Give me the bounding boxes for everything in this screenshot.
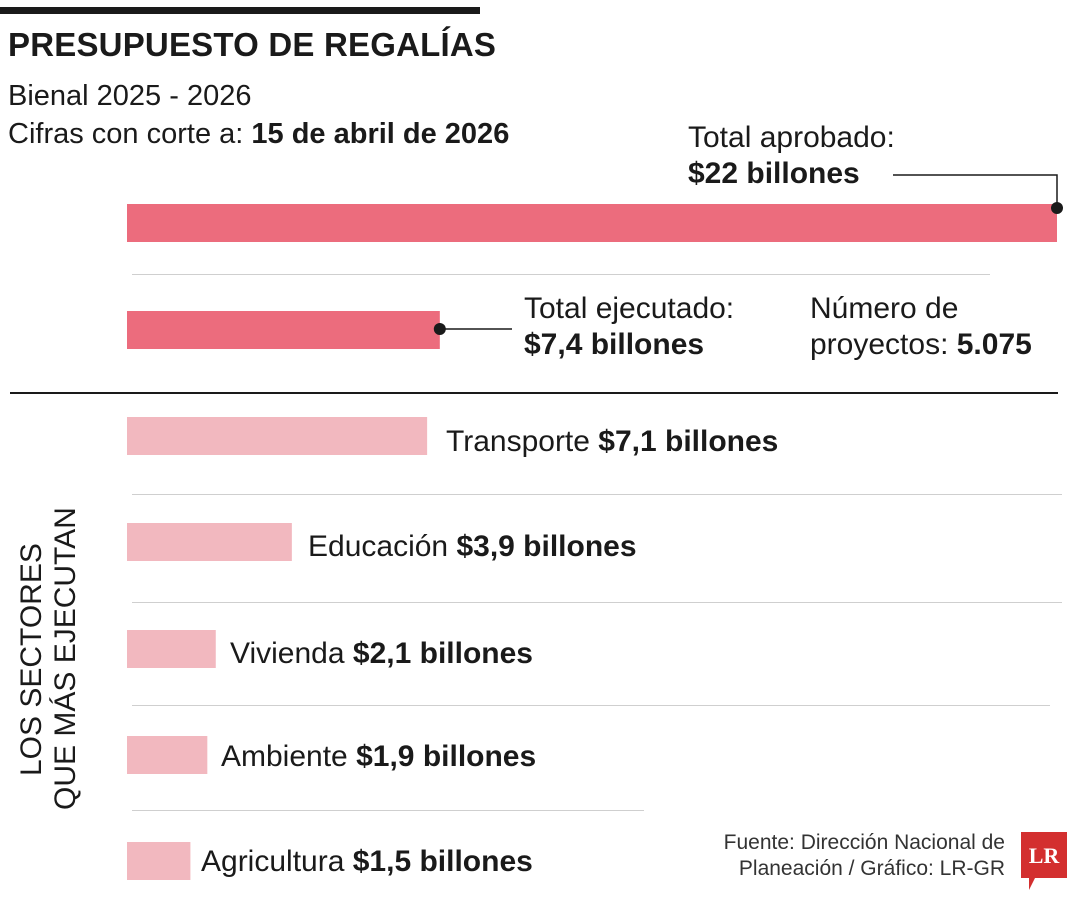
approved-marker-dot [1051, 202, 1063, 214]
sector-bar-educación [127, 523, 292, 561]
sector-name: Transporte [446, 425, 590, 458]
total-executed-title: Total ejecutado: [524, 292, 735, 325]
separator [132, 810, 644, 811]
sector-label-educacion: Educación $3,9 billones [308, 529, 637, 565]
total-approved-value: $22 billones [688, 157, 860, 190]
separator [132, 602, 1062, 603]
sector-bar-vivienda [127, 630, 216, 668]
header-top-rule [0, 7, 480, 14]
projects-count-value: 5.075 [956, 328, 1032, 361]
source-line1: Fuente: Dirección Nacional de [723, 831, 1005, 854]
total-approved-title: Total aprobado: [688, 121, 895, 154]
sector-name: Agricultura [201, 845, 345, 878]
total-approved-bar [127, 204, 1057, 242]
sector-value: $1,5 billones [352, 845, 533, 878]
sector-name: Ambiente [221, 740, 348, 773]
sector-name: Educación [308, 530, 449, 563]
source-note: Fuente: Dirección Nacional de Planeación… [700, 830, 1005, 882]
sectors-section-title: LOS SECTORES QUE MÁS EJECUTAN [15, 507, 85, 810]
sector-label-ambiente: Ambiente $1,9 billones [221, 739, 536, 775]
total-executed-bar [127, 311, 440, 349]
sector-name: Vivienda [230, 637, 345, 670]
total-executed-value: $7,4 billones [524, 328, 705, 361]
lr-logo: LR [1021, 832, 1067, 890]
projects-label-line1: Número de [810, 292, 959, 325]
separator [132, 705, 1050, 706]
sector-value: $3,9 billones [456, 530, 637, 563]
sectors-title-line1: LOS SECTORES [15, 543, 48, 777]
cutoff-date-line: Cifras con corte a: 15 de abril de 2026 [8, 118, 509, 151]
sector-value: $1,9 billones [356, 740, 537, 773]
sector-bar-agricultura [127, 842, 191, 880]
section-divider [10, 392, 1058, 394]
sector-value: $2,1 billones [352, 637, 533, 670]
sector-bar-ambiente [127, 736, 208, 774]
source-line2: Planeación / Gráfico: LR-GR [738, 857, 1005, 880]
separator [132, 494, 1062, 495]
sector-label-vivienda: Vivienda $2,1 billones [230, 636, 533, 672]
approved-leader-line [893, 174, 1058, 208]
separator [132, 274, 990, 275]
sector-label-transporte: Transporte $7,1 billones [446, 424, 778, 460]
projects-label-line2: proyectos: [810, 328, 949, 361]
projects-count-label: Número de proyectos: 5.075 [810, 291, 1032, 363]
total-executed-label: Total ejecutado: $7,4 billones [524, 291, 734, 363]
logo-badge-shape [1021, 832, 1067, 890]
total-approved-label: Total aprobado: $22 billones [688, 120, 895, 192]
sector-bar-transporte [127, 417, 428, 455]
page-subtitle: Bienal 2025 - 2026 [8, 80, 252, 112]
sector-label-agricultura: Agricultura $1,5 billones [201, 844, 533, 880]
cutoff-prefix: Cifras con corte a: [8, 118, 244, 150]
page-title: PRESUPUESTO DE REGALÍAS [8, 26, 497, 63]
logo-text: LR [1029, 843, 1061, 868]
executed-marker-dot [433, 323, 446, 335]
cutoff-date: 15 de abril de 2026 [251, 118, 510, 150]
sectors-title-line2: QUE MÁS EJECUTAN [49, 507, 82, 810]
sector-value: $7,1 billones [598, 425, 779, 458]
